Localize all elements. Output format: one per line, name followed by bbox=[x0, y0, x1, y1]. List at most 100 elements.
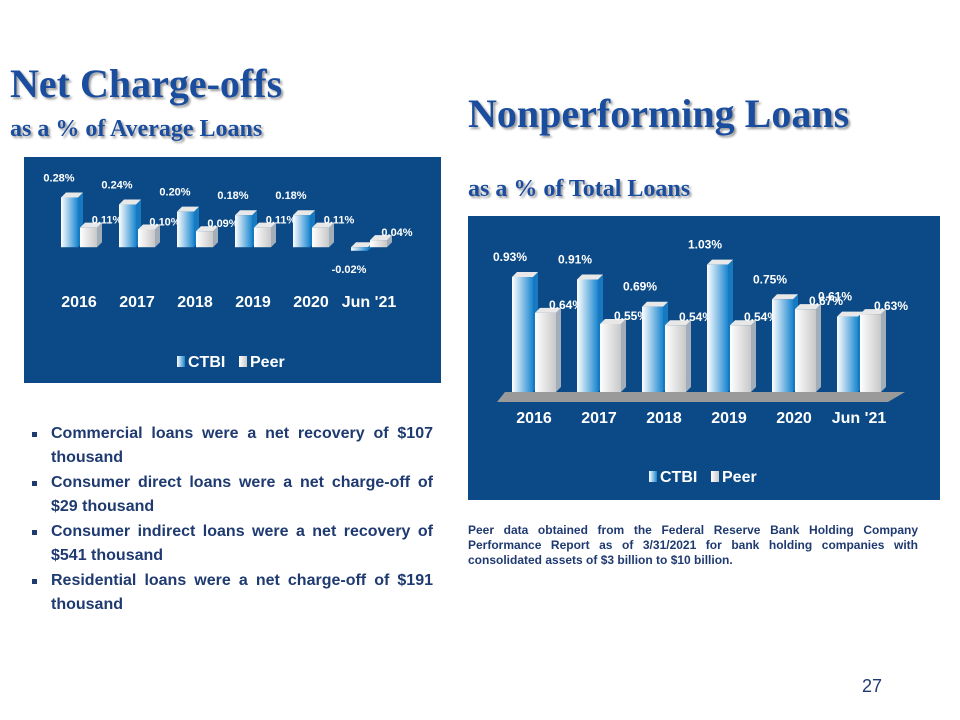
bullet-list: Commercial loans were a net recovery of … bbox=[30, 422, 433, 618]
bar-side bbox=[329, 222, 334, 248]
bar-side bbox=[155, 224, 160, 248]
data-label: 0.09% bbox=[207, 218, 238, 230]
bar bbox=[177, 211, 194, 248]
legend-swatch bbox=[649, 471, 657, 482]
bar bbox=[730, 325, 751, 392]
x-tick-label: 2016 bbox=[516, 410, 552, 427]
data-label: 0.11% bbox=[266, 215, 297, 227]
bar-top bbox=[577, 274, 603, 280]
data-label: 1.03% bbox=[688, 238, 722, 252]
data-label: 0.61% bbox=[818, 290, 852, 304]
data-label: 0.04% bbox=[381, 227, 412, 239]
x-tick-label: Jun '21 bbox=[831, 410, 887, 427]
data-label: 0.55% bbox=[614, 309, 648, 323]
x-tick-label: 2020 bbox=[776, 410, 812, 427]
bar-top bbox=[600, 319, 626, 324]
bar-top bbox=[254, 222, 276, 228]
chart-subtitle: as a % of Total Loans bbox=[468, 176, 691, 202]
x-tick-label: 2017 bbox=[581, 410, 617, 427]
bar bbox=[119, 204, 136, 248]
bullet: Residential loans were a net charge-off … bbox=[30, 569, 433, 617]
footnote: Peer data obtained from the Federal Rese… bbox=[468, 523, 918, 567]
data-label: 0.63% bbox=[874, 299, 908, 313]
legend-swatch bbox=[711, 471, 719, 482]
bar bbox=[600, 324, 621, 392]
chart-title: Net Charge-offs bbox=[10, 61, 283, 106]
bullet: Commercial loans were a net recovery of … bbox=[30, 422, 433, 470]
bar-top bbox=[772, 294, 798, 300]
bar bbox=[772, 299, 793, 392]
legend-label: CTBI bbox=[188, 354, 225, 371]
x-tick-label: 2018 bbox=[646, 410, 682, 427]
chart-floor bbox=[497, 392, 905, 402]
x-tick-label: 2019 bbox=[711, 410, 747, 427]
data-label: 0.24% bbox=[101, 180, 132, 192]
bar-top bbox=[707, 259, 733, 265]
data-label: 0.75% bbox=[753, 272, 787, 286]
x-tick-label: 2017 bbox=[119, 294, 155, 311]
legend-swatch bbox=[239, 356, 247, 367]
bar-top bbox=[293, 210, 315, 216]
data-label: -0.02% bbox=[332, 264, 367, 276]
bar bbox=[577, 279, 598, 392]
legend-label: CTBI bbox=[660, 469, 697, 486]
chart-subtitle: as a % of Average Loans bbox=[10, 116, 263, 142]
page-number: 27 bbox=[862, 676, 883, 696]
bar-side bbox=[686, 320, 691, 392]
bar-side bbox=[387, 235, 392, 248]
data-label: 0.93% bbox=[493, 250, 527, 264]
bar-top bbox=[351, 242, 373, 248]
chart-title: Nonperforming Loans bbox=[468, 91, 850, 136]
bar-top bbox=[795, 304, 821, 310]
bar bbox=[707, 264, 728, 392]
data-label: 0.11% bbox=[92, 215, 123, 227]
bar-top bbox=[665, 320, 691, 326]
bar-side bbox=[97, 222, 102, 248]
bar bbox=[837, 316, 858, 392]
data-label: 0.67% bbox=[809, 294, 843, 308]
bar-top bbox=[535, 307, 561, 313]
bar-top bbox=[119, 199, 141, 205]
x-tick-label: Jun '21 bbox=[341, 294, 397, 311]
bar bbox=[512, 277, 533, 392]
bar-top bbox=[512, 272, 538, 278]
bar bbox=[61, 197, 78, 248]
bullet: Consumer direct loans were a net charge-… bbox=[30, 471, 433, 519]
bar bbox=[535, 312, 556, 392]
data-label: 0.11% bbox=[324, 215, 355, 227]
bar bbox=[293, 215, 310, 248]
bar-top bbox=[730, 320, 756, 326]
bar bbox=[370, 240, 387, 248]
bar-top bbox=[61, 192, 83, 198]
x-tick-label: 2018 bbox=[177, 294, 213, 311]
bar-top bbox=[80, 222, 102, 228]
bar bbox=[795, 309, 816, 392]
bar-top bbox=[837, 311, 863, 317]
bar-side bbox=[271, 222, 276, 248]
bar-top bbox=[138, 224, 160, 230]
data-label: 0.10% bbox=[149, 216, 180, 228]
data-label: 0.54% bbox=[679, 310, 713, 324]
bar-side bbox=[751, 320, 756, 392]
x-tick-label: 2019 bbox=[235, 294, 271, 311]
bar bbox=[235, 215, 252, 248]
bar bbox=[254, 227, 271, 248]
data-label: 0.54% bbox=[744, 310, 778, 324]
bar-top bbox=[196, 226, 218, 232]
x-tick-label: 2016 bbox=[61, 294, 97, 311]
bar-side bbox=[556, 307, 561, 392]
bar-top bbox=[860, 309, 886, 315]
data-label: 0.64% bbox=[549, 298, 583, 312]
legend-label: Peer bbox=[250, 354, 285, 371]
data-label: 0.20% bbox=[159, 187, 190, 199]
bar-side bbox=[213, 226, 218, 248]
data-label: 0.91% bbox=[558, 252, 592, 266]
chart-panel bbox=[24, 157, 441, 383]
data-label: 0.28% bbox=[43, 172, 74, 184]
bar bbox=[642, 306, 663, 392]
bullet: Consumer indirect loans were a net recov… bbox=[30, 520, 433, 568]
legend-swatch bbox=[177, 356, 185, 367]
bar-side bbox=[881, 309, 886, 392]
data-label: 0.69% bbox=[623, 280, 657, 294]
